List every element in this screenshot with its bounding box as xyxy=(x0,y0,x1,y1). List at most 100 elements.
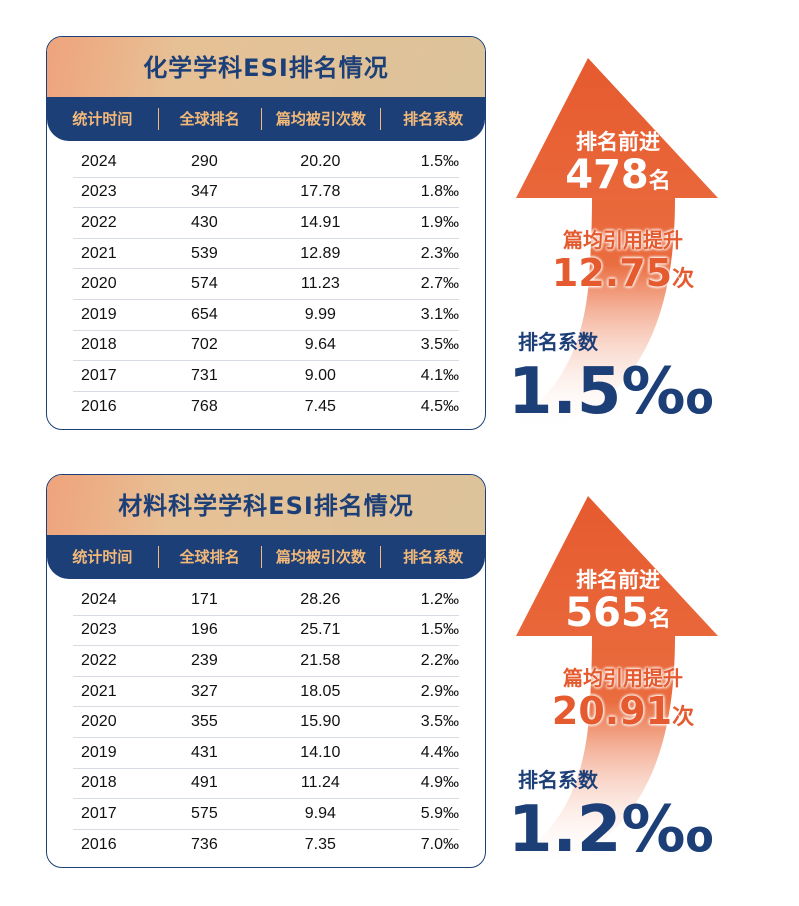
cell-coefficient: 3.1‰ xyxy=(420,305,459,323)
table-header: 统计时间 全球排名 篇均被引次数 排名系数 xyxy=(47,535,485,579)
cell-year: 2019 xyxy=(81,743,117,761)
cell-year: 2018 xyxy=(81,774,117,792)
table-body: 2024 171 28.26 1.2‰ 2023 196 25.71 1.5‰ 2022 239 2… xyxy=(47,585,485,859)
cell-year: 2020 xyxy=(81,275,117,293)
cell-year: 2019 xyxy=(81,305,117,323)
table-header: 统计时间 全球排名 篇均被引次数 排名系数 xyxy=(47,97,485,141)
cell-year: 2016 xyxy=(81,835,117,853)
cell-global-rank: 539 xyxy=(191,244,218,262)
cell-global-rank: 736 xyxy=(191,835,218,853)
cell-citations: 7.45 xyxy=(304,397,336,415)
table-row: 2021 327 18.05 2.9‰ xyxy=(73,677,459,708)
header-coefficient: 排名系数 xyxy=(403,110,464,128)
cell-year: 2017 xyxy=(81,804,117,822)
cell-citations: 21.58 xyxy=(300,651,341,669)
citation-increase-value: 20.91次 xyxy=(551,689,695,733)
rising-arrow-graphic xyxy=(488,58,718,432)
coefficient-value: 1.2‰ xyxy=(508,793,714,867)
rising-arrow-graphic xyxy=(488,496,718,870)
header-global-rank: 全球排名 xyxy=(159,108,262,130)
cell-citations: 9.99 xyxy=(304,305,336,323)
cell-global-rank: 355 xyxy=(191,713,218,731)
table-row: 2020 355 15.90 3.5‰ xyxy=(73,707,459,738)
cell-year: 2021 xyxy=(81,682,117,700)
table-row: 2020 574 11.23 2.7‰ xyxy=(73,269,459,300)
cell-citations: 11.23 xyxy=(300,275,340,293)
cell-coefficient: 4.4‰ xyxy=(420,743,459,761)
cell-citations: 9.94 xyxy=(304,804,336,822)
header-coefficient: 排名系数 xyxy=(403,548,464,566)
cell-global-rank: 171 xyxy=(191,590,218,608)
table-row: 2021 539 12.89 2.3‰ xyxy=(73,239,459,270)
cell-coefficient: 1.5‰ xyxy=(420,621,459,639)
header-citations: 篇均被引次数 xyxy=(262,546,382,568)
table-row: 2018 491 11.24 4.9‰ xyxy=(73,769,459,800)
table-row: 2016 736 7.35 7.0‰ xyxy=(73,830,459,860)
citation-increase-label: 篇均引用提升 xyxy=(563,666,683,690)
cell-coefficient: 2.2‰ xyxy=(420,651,459,669)
header-period: 统计时间 xyxy=(47,108,159,130)
cell-coefficient: 1.9‰ xyxy=(420,213,459,231)
cell-citations: 14.10 xyxy=(300,743,341,761)
cell-coefficient: 5.9‰ xyxy=(420,804,459,822)
ranking-table-card: 材料科学学科ESI排名情况 统计时间 全球排名 篇均被引次数 排名系数 2024… xyxy=(46,474,486,868)
arrow-shape xyxy=(488,58,718,432)
cell-global-rank: 290 xyxy=(191,152,218,170)
table-row: 2024 290 20.20 1.5‰ xyxy=(73,147,459,178)
cell-coefficient: 2.7‰ xyxy=(420,275,459,293)
table-row: 2019 431 14.10 4.4‰ xyxy=(73,738,459,769)
cell-year: 2024 xyxy=(81,590,117,608)
cell-year: 2016 xyxy=(81,397,117,415)
arrow-shape xyxy=(488,496,718,870)
cell-global-rank: 654 xyxy=(191,305,218,323)
cell-global-rank: 768 xyxy=(191,397,218,415)
cell-citations: 9.64 xyxy=(304,336,336,354)
table-body: 2024 290 20.20 1.5‰ 2023 347 17.78 1.8‰ 2022 430 1… xyxy=(47,147,485,421)
cell-citations: 7.35 xyxy=(304,835,336,853)
cell-coefficient: 2.3‰ xyxy=(420,244,459,262)
table-row: 2019 654 9.99 3.1‰ xyxy=(73,300,459,331)
cell-citations: 9.00 xyxy=(304,366,336,384)
cell-coefficient: 1.5‰ xyxy=(420,152,459,170)
table-row: 2023 196 25.71 1.5‰ xyxy=(73,616,459,647)
table-row: 2016 768 7.45 4.5‰ xyxy=(73,392,459,422)
cell-global-rank: 702 xyxy=(191,336,218,354)
table-row: 2024 171 28.26 1.2‰ xyxy=(73,585,459,616)
cell-global-rank: 347 xyxy=(191,183,218,201)
table-title: 材料科学学科ESI排名情况 xyxy=(47,475,485,535)
cell-citations: 11.24 xyxy=(300,774,340,792)
rank-advance-label: 排名前进 xyxy=(576,130,660,154)
citation-increase-label: 篇均引用提升 xyxy=(563,228,683,252)
cell-year: 2021 xyxy=(81,244,117,262)
cell-global-rank: 327 xyxy=(191,682,218,700)
cell-citations: 25.71 xyxy=(300,621,341,639)
coefficient-value: 1.5‰ xyxy=(508,355,714,429)
table-row: 2017 575 9.94 5.9‰ xyxy=(73,799,459,830)
cell-citations: 15.90 xyxy=(300,713,341,731)
cell-coefficient: 4.5‰ xyxy=(420,397,459,415)
coefficient-label: 排名系数 xyxy=(518,330,598,354)
cell-citations: 14.91 xyxy=(300,213,341,231)
cell-coefficient: 4.1‰ xyxy=(420,366,459,384)
cell-year: 2022 xyxy=(81,651,117,669)
table-row: 2023 347 17.78 1.8‰ xyxy=(73,178,459,209)
header-global-rank: 全球排名 xyxy=(159,546,262,568)
coefficient-label: 排名系数 xyxy=(518,768,598,792)
cell-year: 2022 xyxy=(81,213,117,231)
cell-global-rank: 430 xyxy=(191,213,218,231)
cell-citations: 28.26 xyxy=(300,590,341,608)
cell-global-rank: 196 xyxy=(191,621,218,639)
cell-citations: 17.78 xyxy=(300,183,341,201)
cell-coefficient: 4.9‰ xyxy=(420,774,459,792)
cell-coefficient: 1.2‰ xyxy=(420,590,459,608)
chemistry-section: 化学学科ESI排名情况 统计时间 全球排名 篇均被引次数 排名系数 2024 29… xyxy=(0,0,799,450)
cell-global-rank: 731 xyxy=(191,366,218,384)
cell-year: 2020 xyxy=(81,713,117,731)
cell-citations: 18.05 xyxy=(300,682,341,700)
cell-global-rank: 491 xyxy=(191,774,218,792)
table-row: 2022 239 21.58 2.2‰ xyxy=(73,646,459,677)
rank-advance-label: 排名前进 xyxy=(576,568,660,592)
cell-global-rank: 431 xyxy=(191,743,218,761)
cell-year: 2017 xyxy=(81,366,117,384)
table-row: 2017 731 9.00 4.1‰ xyxy=(73,361,459,392)
